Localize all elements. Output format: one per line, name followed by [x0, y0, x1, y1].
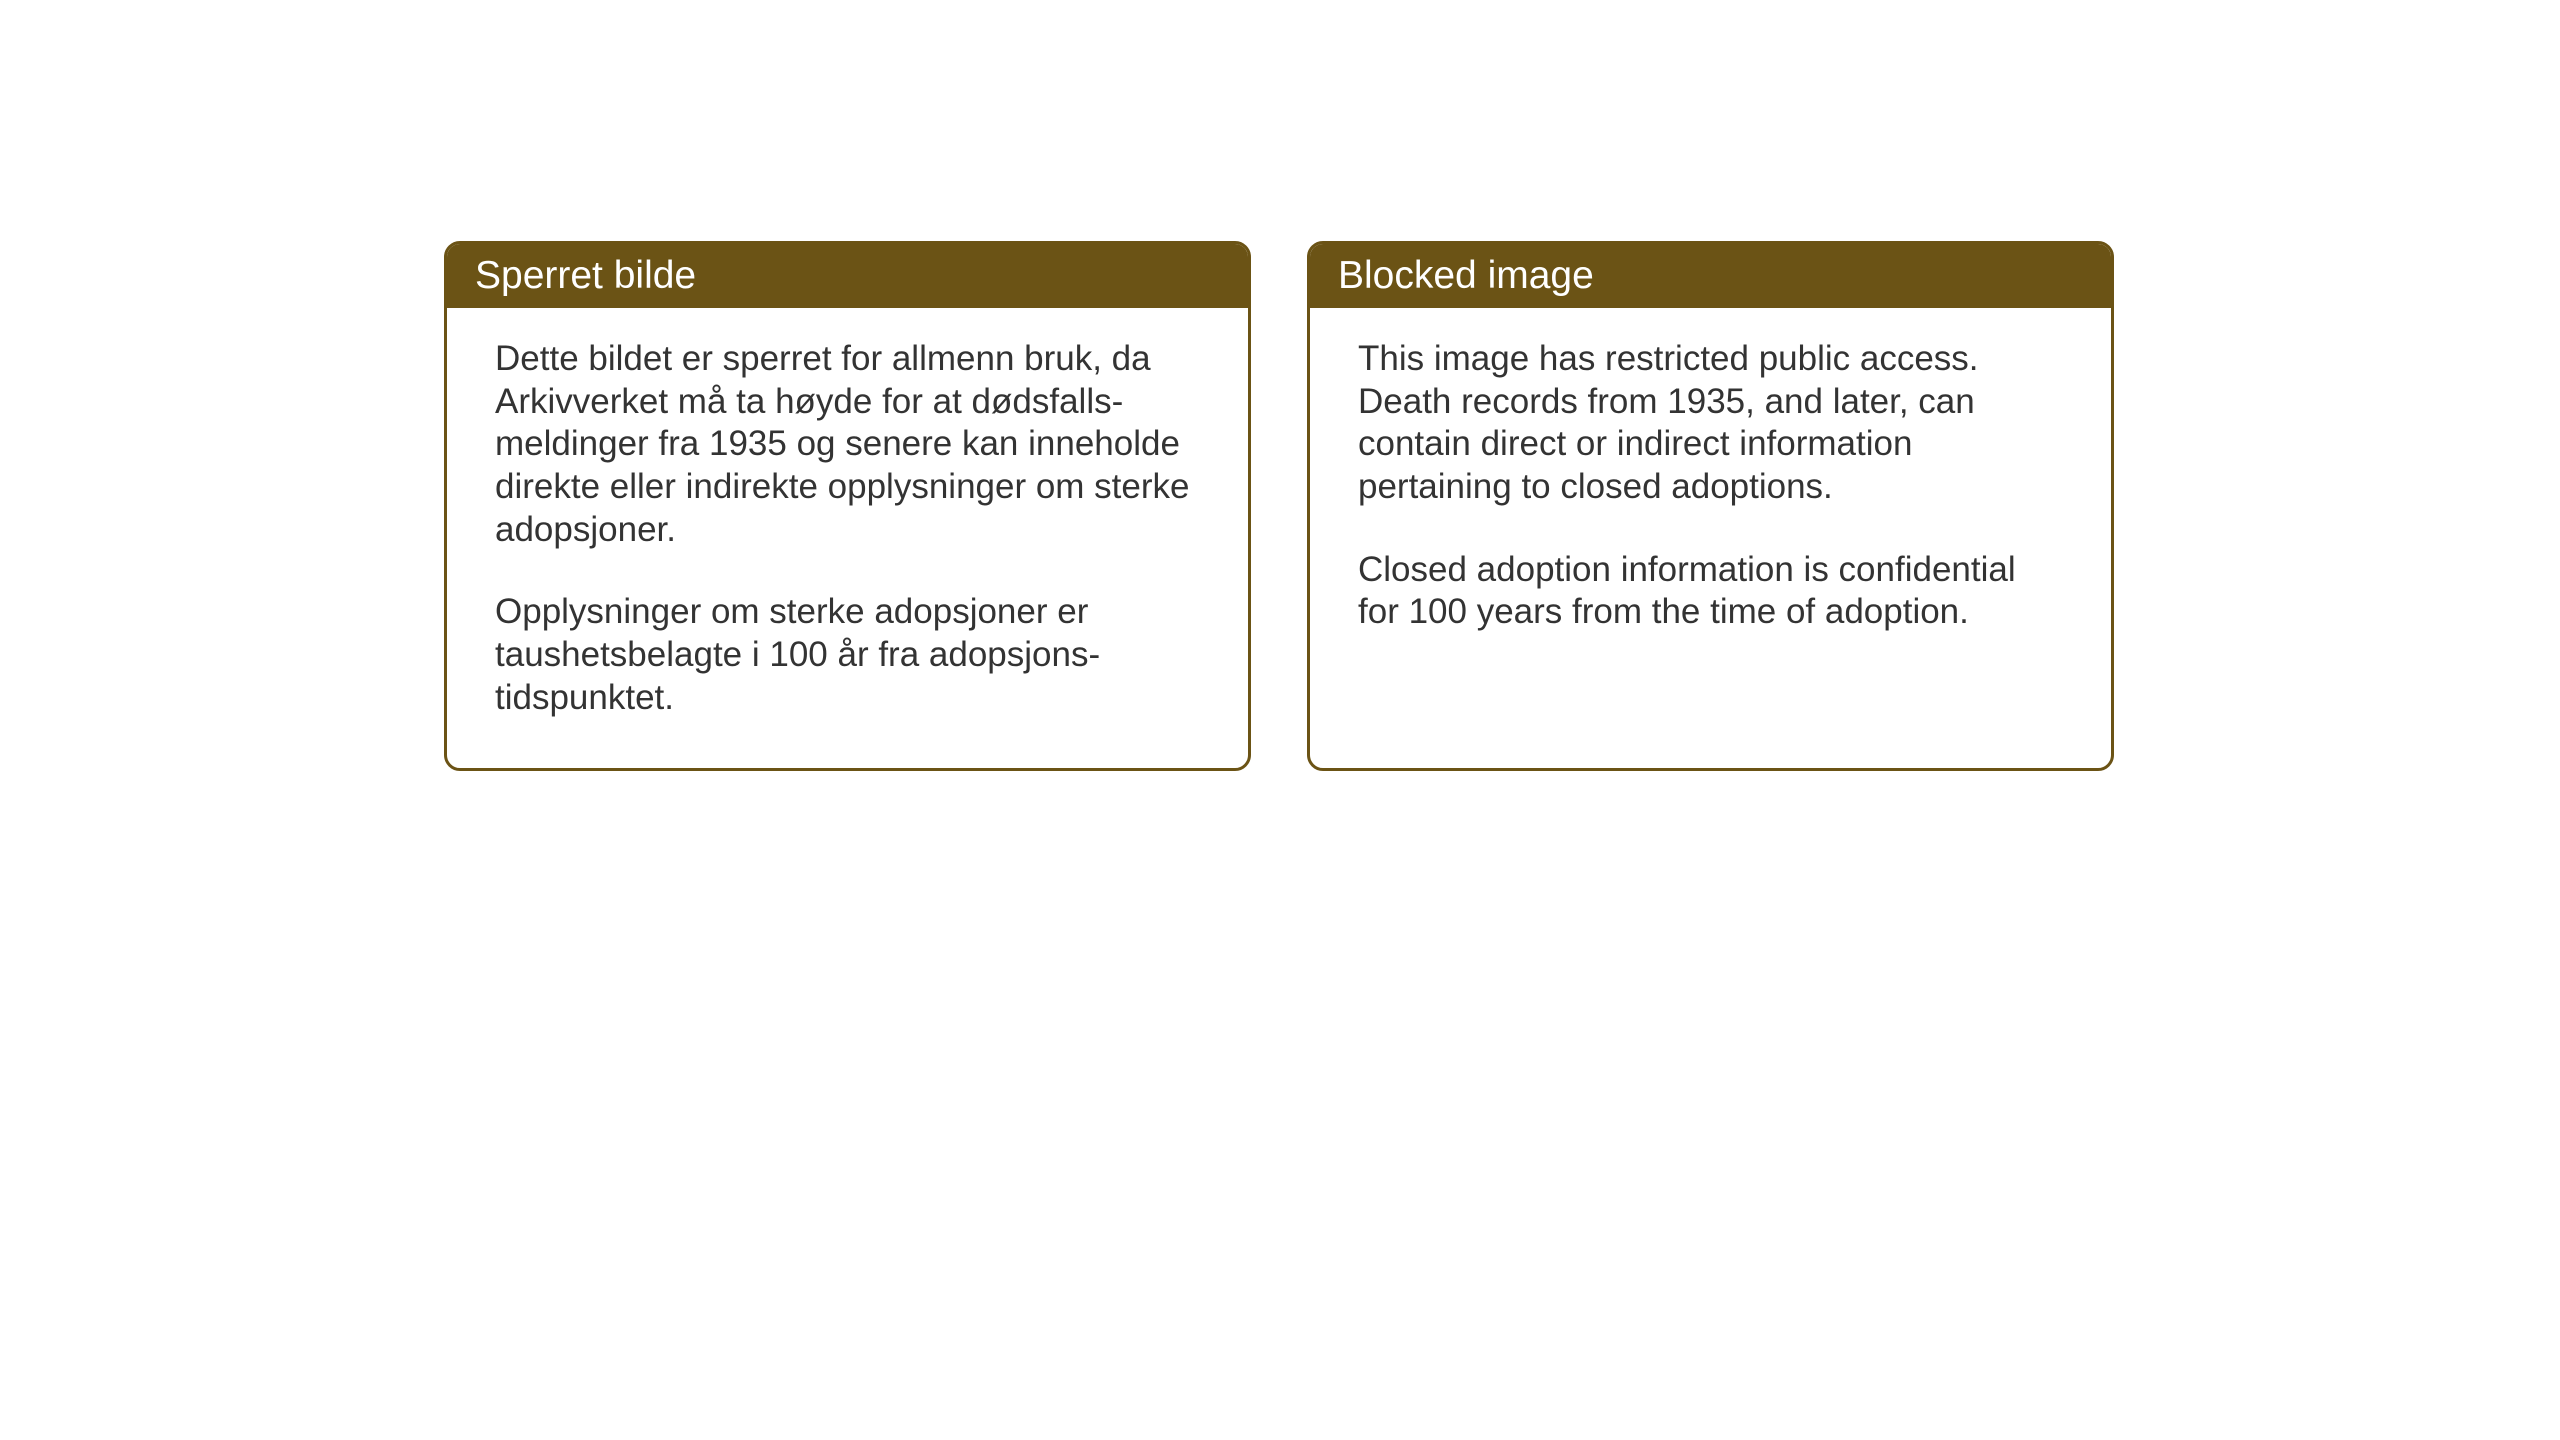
english-notice-card: Blocked image This image has restricted …	[1307, 241, 2114, 771]
notice-container: Sperret bilde Dette bildet er sperret fo…	[444, 241, 2114, 771]
english-card-body: This image has restricted public access.…	[1310, 308, 2111, 682]
norwegian-paragraph-2: Opplysninger om sterke adopsjoner er tau…	[495, 591, 1200, 719]
norwegian-notice-card: Sperret bilde Dette bildet er sperret fo…	[444, 241, 1251, 771]
norwegian-card-body: Dette bildet er sperret for allmenn bruk…	[447, 308, 1248, 768]
english-paragraph-2: Closed adoption information is confident…	[1358, 549, 2063, 634]
english-card-title: Blocked image	[1310, 244, 2111, 308]
english-paragraph-1: This image has restricted public access.…	[1358, 338, 2063, 509]
norwegian-paragraph-1: Dette bildet er sperret for allmenn bruk…	[495, 338, 1200, 551]
norwegian-card-title: Sperret bilde	[447, 244, 1248, 308]
